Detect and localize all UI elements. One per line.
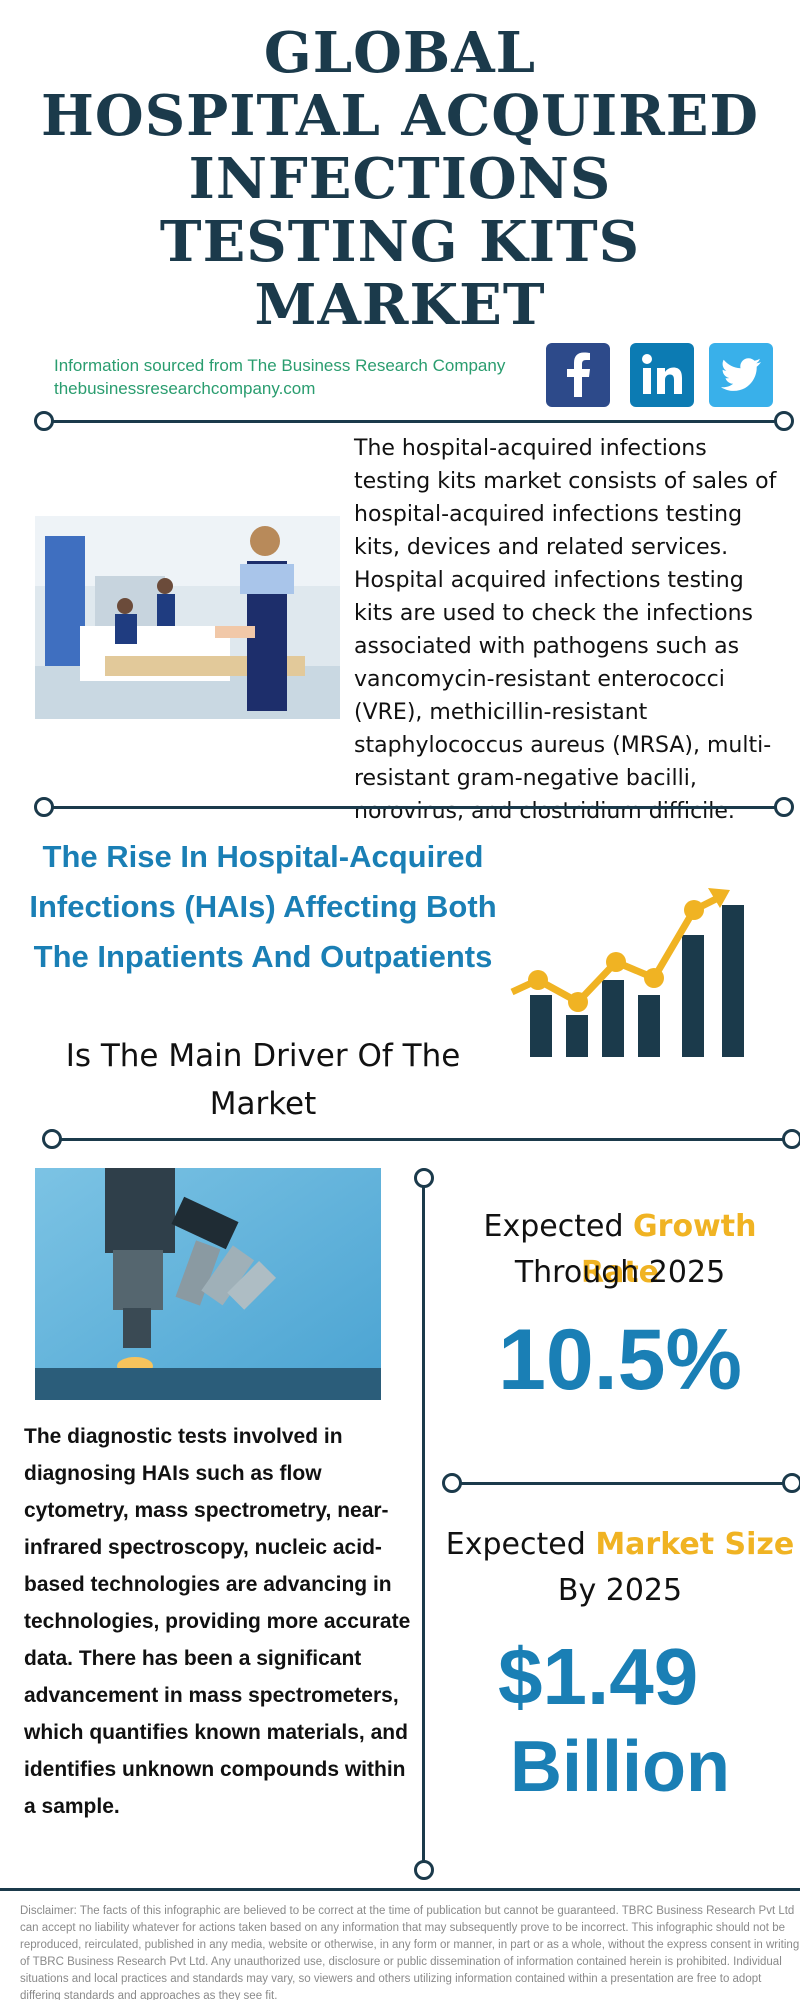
- page-title: GLOBAL HOSPITAL ACQUIRED INFECTIONS TEST…: [0, 22, 800, 337]
- source-website-link[interactable]: thebusinessresearchcompany.com: [54, 379, 316, 398]
- divider-endpoint: [774, 797, 794, 817]
- driver-headline: The Rise In Hospital-Acquired Infections…: [29, 839, 497, 974]
- divider-endpoint: [34, 797, 54, 817]
- divider-endpoint: [774, 411, 794, 431]
- microscope-photo: [35, 1168, 381, 1400]
- title-line: MARKET: [254, 272, 546, 338]
- section-divider: [52, 1138, 792, 1141]
- driver-subline: Is The Main Driver Of The Market: [65, 1038, 461, 1122]
- footer-divider: [0, 1888, 800, 1891]
- section-divider: [460, 1482, 792, 1485]
- linkedin-icon[interactable]: [630, 343, 694, 407]
- facebook-icon[interactable]: [546, 343, 610, 407]
- source-info: Information sourced from The Business Re…: [54, 354, 505, 400]
- market-size-period: By 2025: [557, 1573, 683, 1608]
- growth-rate-period: Through 2025: [514, 1255, 726, 1290]
- growth-chart-icon: [508, 880, 758, 1065]
- divider-endpoint: [782, 1473, 800, 1493]
- title-line: GLOBAL: [263, 20, 537, 86]
- market-size-label: Expected Market Size: [445, 1527, 795, 1562]
- disclaimer-text: Disclaimer: The facts of this infographi…: [20, 1905, 800, 2000]
- section-divider: [44, 806, 784, 809]
- divider-endpoint: [442, 1473, 462, 1493]
- divider-endpoint: [42, 1129, 62, 1149]
- divider-endpoint: [414, 1168, 434, 1188]
- divider-endpoint: [34, 411, 54, 431]
- hospital-nurse-photo: [35, 516, 340, 719]
- divider-endpoint: [782, 1129, 800, 1149]
- intro-paragraph: The hospital-acquired infections testing…: [354, 436, 777, 824]
- growth-rate-label: Expected Growth Rate: [483, 1209, 757, 1290]
- title-line: INFECTIONS: [188, 146, 612, 212]
- title-line: TESTING KITS: [159, 209, 641, 275]
- diagnostic-tests-paragraph: The diagnostic tests involved in diagnos…: [24, 1425, 411, 1818]
- source-line: Information sourced from The Business Re…: [54, 356, 506, 375]
- twitter-icon[interactable]: [709, 343, 773, 407]
- market-size-unit: Billion: [510, 1727, 730, 1807]
- growth-rate-value: 10.5%: [498, 1312, 742, 1408]
- market-size-highlight: Market Size: [595, 1527, 795, 1562]
- section-divider: [44, 420, 784, 423]
- market-size-value: $1.49: [498, 1632, 699, 1721]
- title-line: HOSPITAL ACQUIRED: [41, 83, 759, 149]
- divider-endpoint: [414, 1860, 434, 1880]
- growth-rate-highlight: Growth Rate: [580, 1209, 757, 1290]
- column-divider: [422, 1178, 425, 1868]
